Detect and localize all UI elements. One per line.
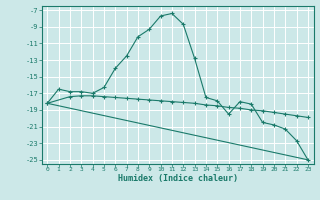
X-axis label: Humidex (Indice chaleur): Humidex (Indice chaleur) [118,174,237,183]
